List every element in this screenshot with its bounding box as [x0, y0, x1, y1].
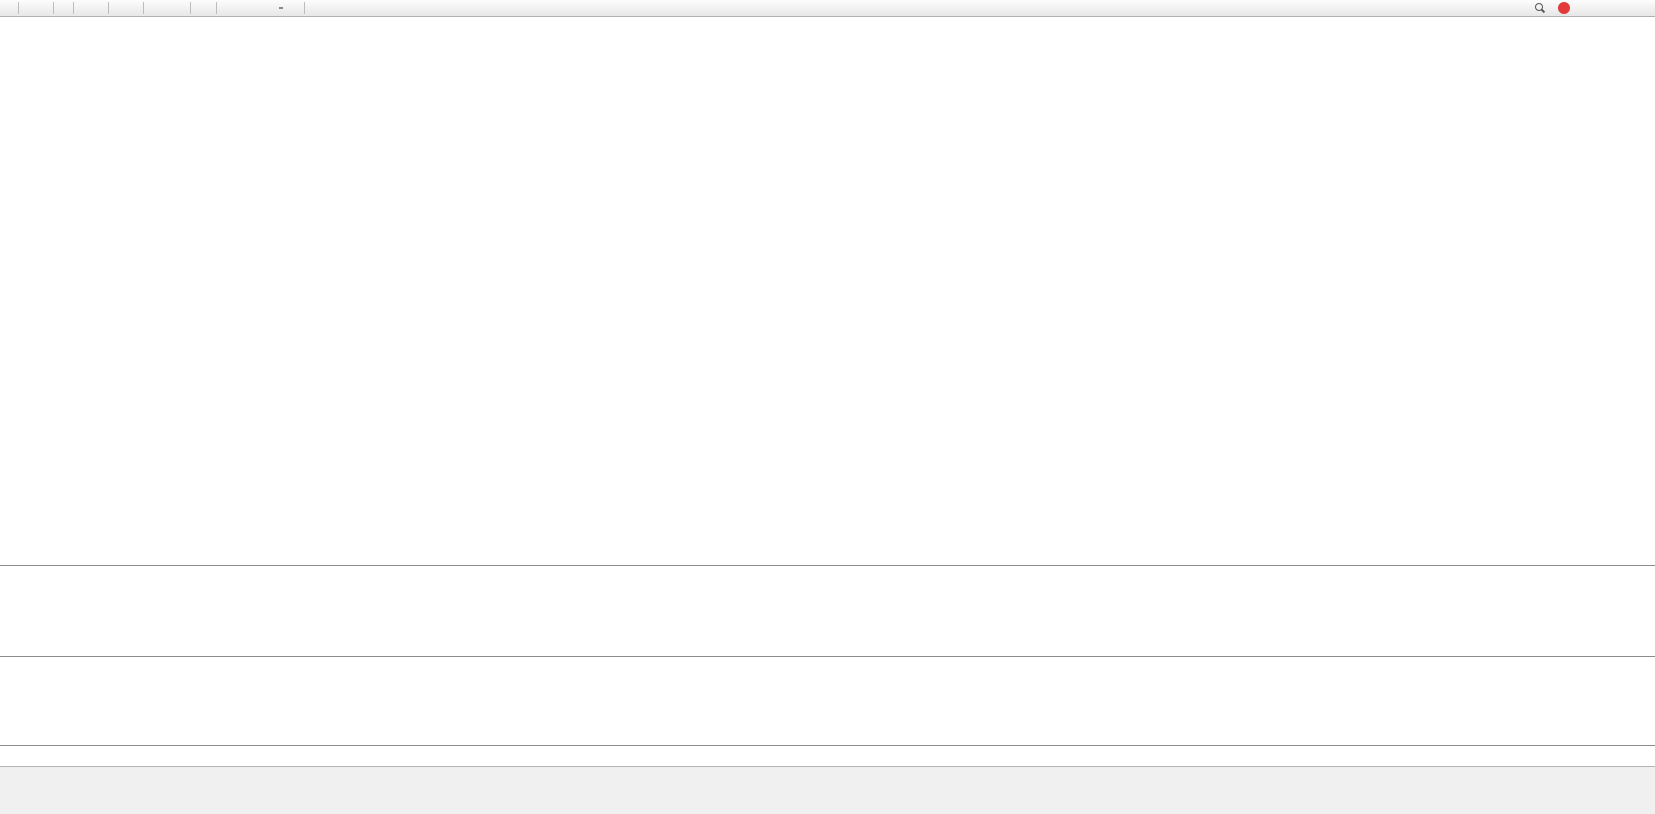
- help-icon: [1558, 2, 1570, 14]
- zoom-out-button[interactable]: [122, 1, 130, 16]
- time-axis[interactable]: [0, 745, 1655, 766]
- text-button[interactable]: [266, 1, 274, 16]
- bar-chart-button[interactable]: [78, 1, 86, 16]
- macd-canvas[interactable]: [0, 566, 1655, 656]
- crosshair-button[interactable]: [204, 1, 212, 16]
- vertical-line-button[interactable]: [221, 1, 229, 16]
- chart-window: [0, 17, 1655, 766]
- toolbar-separator: [108, 2, 109, 14]
- search-button[interactable]: [1530, 1, 1550, 16]
- search-icon: [1534, 2, 1546, 14]
- period-button[interactable]: [161, 1, 173, 16]
- tile-windows-button[interactable]: [131, 1, 139, 16]
- trendline-button[interactable]: [239, 1, 247, 16]
- metaeditor-button[interactable]: [23, 1, 31, 16]
- macd-panel: [0, 565, 1655, 656]
- toolbar-separator: [18, 2, 19, 14]
- line-chart-button[interactable]: [96, 1, 104, 16]
- new-chart-button[interactable]: [148, 1, 160, 16]
- price-chart-panel: [0, 17, 1655, 565]
- rsi-panel: [0, 656, 1655, 745]
- main-toolbar: [0, 0, 1655, 17]
- status-strip: [0, 766, 1655, 814]
- toolbar-separator: [73, 2, 74, 14]
- horizontal-line-button[interactable]: [230, 1, 238, 16]
- toolbar-separator: [190, 2, 191, 14]
- channel-button[interactable]: [248, 1, 256, 16]
- text-label-icon: [279, 7, 283, 9]
- auto-trading-button[interactable]: [58, 1, 69, 16]
- terminal-button[interactable]: [32, 1, 40, 16]
- help-button[interactable]: [1554, 1, 1574, 16]
- arrows-button[interactable]: [288, 1, 300, 16]
- fibonacci-button[interactable]: [257, 1, 265, 16]
- candlestick-chart-button[interactable]: [87, 1, 95, 16]
- community-button[interactable]: [41, 1, 49, 16]
- price-chart-canvas[interactable]: [0, 17, 1655, 565]
- rsi-canvas[interactable]: [0, 657, 1655, 745]
- template-button[interactable]: [174, 1, 186, 16]
- toolbar-right-group: [1530, 1, 1574, 16]
- toolbar-separator: [304, 2, 305, 14]
- zoom-in-button[interactable]: [113, 1, 121, 16]
- text-label-button[interactable]: [275, 1, 287, 16]
- cursor-button[interactable]: [195, 1, 203, 16]
- toolbar-separator: [143, 2, 144, 14]
- toolbar-separator: [216, 2, 217, 14]
- new-order-button[interactable]: [3, 1, 14, 16]
- toolbar-separator: [53, 2, 54, 14]
